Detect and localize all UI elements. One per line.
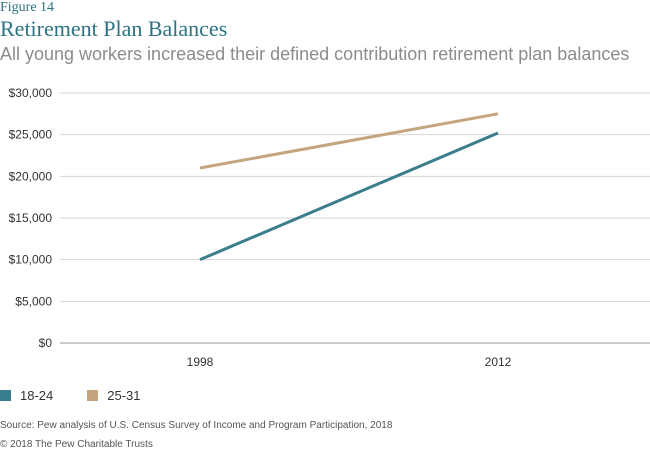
line-chart: $30,000 $25,000 $20,000 $15,000 $10,000 $5,00…: [9, 86, 650, 369]
legend-swatch-25-31: [87, 389, 99, 401]
copyright-note: © 2018 The Pew Charitable Trusts: [0, 439, 153, 450]
y-tick-label: $10,000: [9, 253, 53, 267]
source-note: Source: Pew analysis of U.S. Census Surv…: [0, 420, 393, 431]
series-line-18-24: [199, 131, 499, 262]
y-tick-label: $15,000: [9, 211, 53, 225]
legend-item-18-24: 18-24: [0, 388, 53, 403]
series-lines: [199, 112, 499, 262]
y-tick-label: $5,000: [15, 294, 52, 308]
series-line-25-31: [199, 112, 499, 170]
legend-item-25-31: 25-31: [87, 387, 141, 403]
chart-subtitle: All young workers increased their define…: [0, 44, 630, 64]
gridlines: [60, 92, 650, 344]
legend: 18-24 25-31: [0, 386, 175, 404]
legend-swatch-18-24: [0, 389, 11, 401]
y-axis-ticks: $30,000 $25,000 $20,000 $15,000 $10,000 $5,00…: [9, 86, 53, 350]
y-tick-label: $20,000: [9, 169, 53, 183]
x-tick-label: 1998: [187, 355, 214, 369]
legend-label-25-31: 25-31: [107, 387, 141, 403]
y-tick-label: $25,000: [9, 128, 53, 142]
y-tick-label: $30,000: [9, 86, 53, 100]
figure-label: Figure 14: [0, 0, 55, 15]
x-tick-label: 2012: [485, 355, 512, 369]
x-axis-ticks: 1998 2012: [187, 355, 512, 369]
y-tick-label: $0: [39, 336, 53, 350]
legend-label-18-24: 18-24: [20, 387, 54, 403]
chart-title: Retirement Plan Balances: [0, 16, 228, 41]
